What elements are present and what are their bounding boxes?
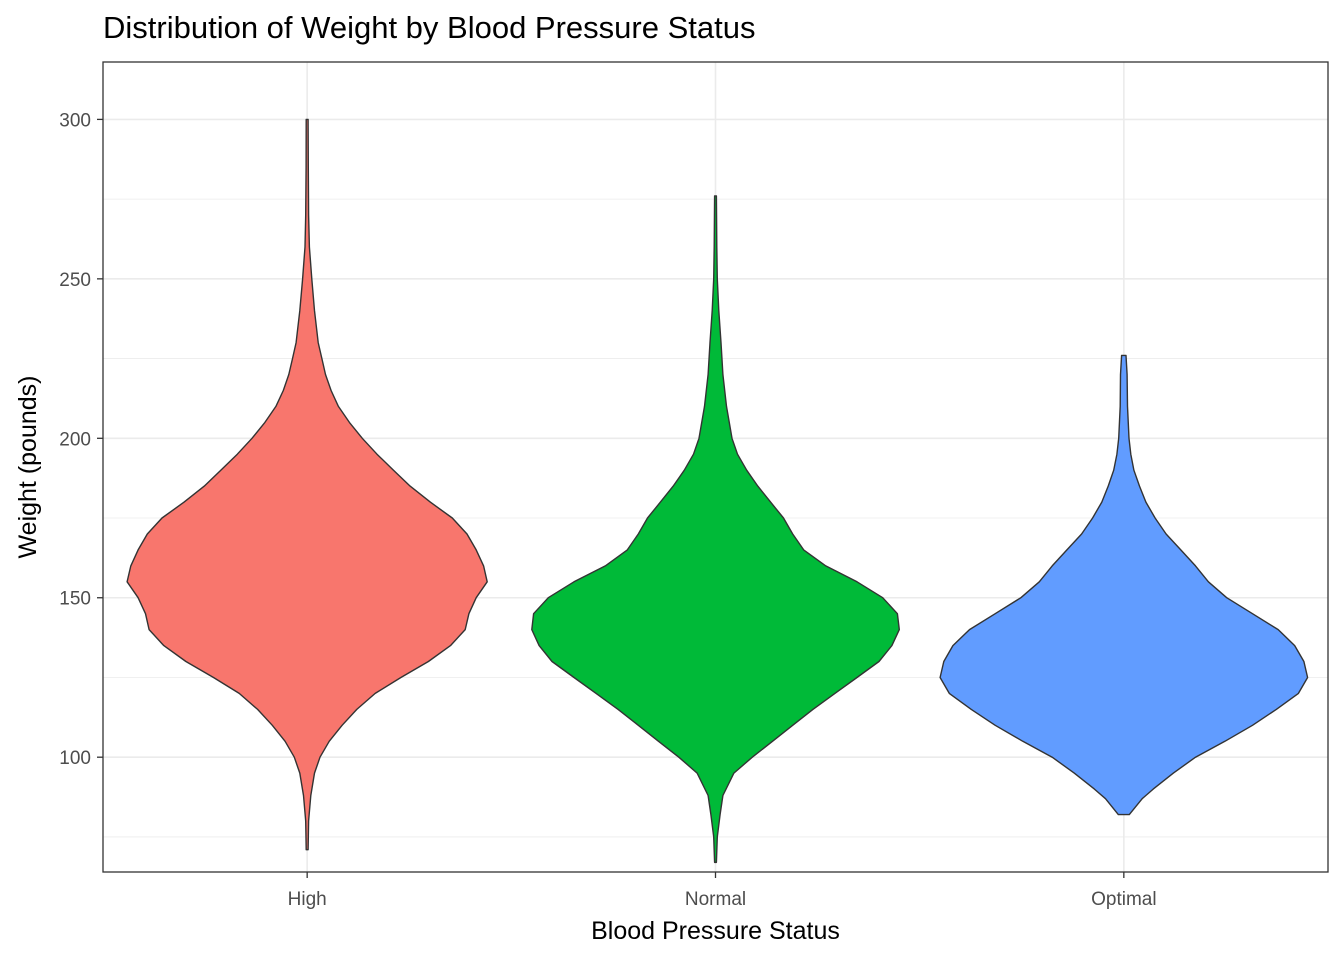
axis-ticks: 100 150 200 250 300 High Normal Optimal [59,110,1156,910]
violin-optimal [939,354,1309,816]
y-tick-label: 250 [59,270,91,291]
x-tick-label: High [288,889,327,910]
violins [126,118,1309,864]
x-tick-label: Normal [685,889,746,910]
y-tick-label: 150 [59,589,91,610]
violin-normal [531,195,900,864]
violin-high [126,118,488,851]
x-tick-label: Optimal [1091,889,1156,910]
y-tick-label: 200 [59,429,91,450]
y-tick-label: 300 [59,110,91,131]
y-tick-label: 100 [59,748,91,769]
chart-title: Distribution of Weight by Blood Pressure… [103,10,756,45]
x-axis-title: Blood Pressure Status [591,917,840,945]
y-axis-title: Weight (pounds) [14,376,42,559]
